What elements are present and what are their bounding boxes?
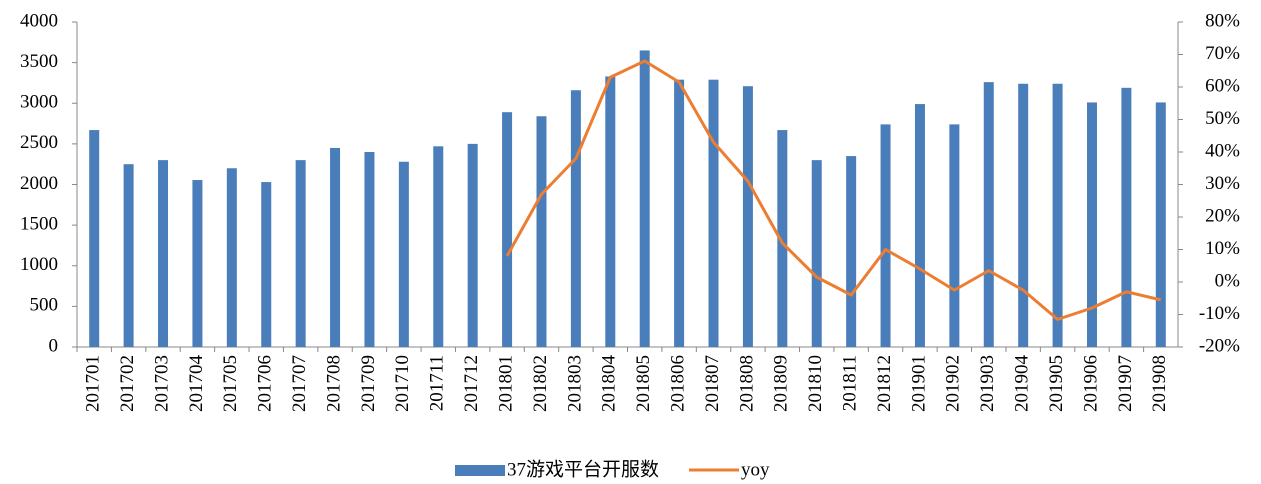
bar [639,50,650,347]
y-tick-label: 500 [30,295,59,316]
bar [570,90,581,347]
bar [261,182,272,347]
x-tick-label: 201907 [1115,355,1136,412]
legend-label: yoy [741,459,770,480]
x-tick-label: 201710 [392,355,413,412]
bar [949,124,960,347]
x-tick-label: 201812 [874,355,895,412]
line [505,59,1162,321]
x-tick-label: 201906 [1080,355,1101,412]
x-tick-label: 201807 [702,355,723,412]
y2-tick-label: 30% [1205,173,1240,194]
x-tick-label: 201712 [461,355,482,412]
x-tick-label: 201904 [1012,355,1033,413]
x-tick-label: 201803 [564,355,585,412]
bar [880,124,891,347]
bar [742,86,753,347]
x-tick-label: 201811 [840,355,861,411]
y2-tick-label: 70% [1205,43,1240,64]
bar [674,79,685,347]
bar [398,161,409,347]
x-tick-label: 201801 [495,355,516,412]
x-tick-label: 201709 [358,355,379,412]
bar [433,146,444,347]
y2-tick-label: 10% [1205,238,1240,259]
x-tick-label: 201903 [977,355,998,412]
bar [1121,87,1132,347]
bar [846,156,857,347]
bar [226,168,237,347]
legend-label: 37游戏平台开服数 [507,458,659,480]
bar [1155,102,1166,347]
x-tick-label: 201708 [323,355,344,412]
bar [1086,102,1097,347]
bar [811,160,822,347]
y-tick-label: 3500 [20,51,58,72]
bar [364,152,375,347]
bar [89,130,100,347]
y2-tick-label: 0% [1215,270,1241,291]
x-tick-label: 201809 [771,355,792,412]
y2-tick-label: -10% [1199,303,1240,324]
x-tick-label: 201703 [151,355,172,412]
x-tick-label: 201705 [220,355,241,412]
bar [536,116,547,347]
y-tick-label: 2000 [20,173,58,194]
y2-tick-label: -20% [1199,335,1240,356]
y2-tick-label: 20% [1205,205,1240,226]
bar [1018,83,1029,347]
bar [708,79,719,347]
x-tick-label: 201805 [633,355,654,412]
x-tick-label: 201804 [599,355,620,413]
bar [467,143,478,347]
x-tick-label: 201711 [427,355,448,411]
bar [158,160,169,347]
x-tick-label: 201802 [530,355,551,412]
bar [295,160,306,347]
y2-tick-label: 80% [1205,10,1240,31]
x-tick-label: 201706 [255,355,276,412]
x-tick-label: 201702 [117,355,138,412]
bar [1052,83,1063,347]
y2-tick-label: 50% [1205,108,1240,129]
bar [914,104,925,347]
y2-tick-label: 60% [1205,75,1240,96]
x-tick-label: 201808 [736,355,757,412]
bar [777,130,788,347]
bar [123,164,134,347]
x-tick-label: 201901 [908,355,929,412]
x-tick-label: 201701 [83,355,104,412]
bar [605,76,616,347]
bar [983,82,994,347]
legend: 37游戏平台开服数 yoy [455,458,770,480]
bar [502,112,513,347]
y-tick-label: 1500 [20,213,58,234]
bar [330,147,341,347]
x-tick-label: 201810 [805,355,826,412]
x-tick-label: 201905 [1046,355,1067,412]
y-tick-label: 3000 [20,92,58,113]
y2-tick-label: 40% [1205,140,1240,161]
x-tick-label: 201902 [943,355,964,412]
y-tick-label: 2500 [20,132,58,153]
x-tick-label: 201908 [1149,355,1170,412]
y-tick-label: 4000 [20,10,58,31]
x-tick-label: 201704 [186,355,207,413]
y-tick-label: 0 [49,335,59,356]
y-tick-label: 1000 [20,254,58,275]
bar [192,180,203,347]
x-tick-label: 201707 [289,355,310,412]
x-tick-label: 201806 [667,355,688,412]
legend-swatch [455,465,505,476]
